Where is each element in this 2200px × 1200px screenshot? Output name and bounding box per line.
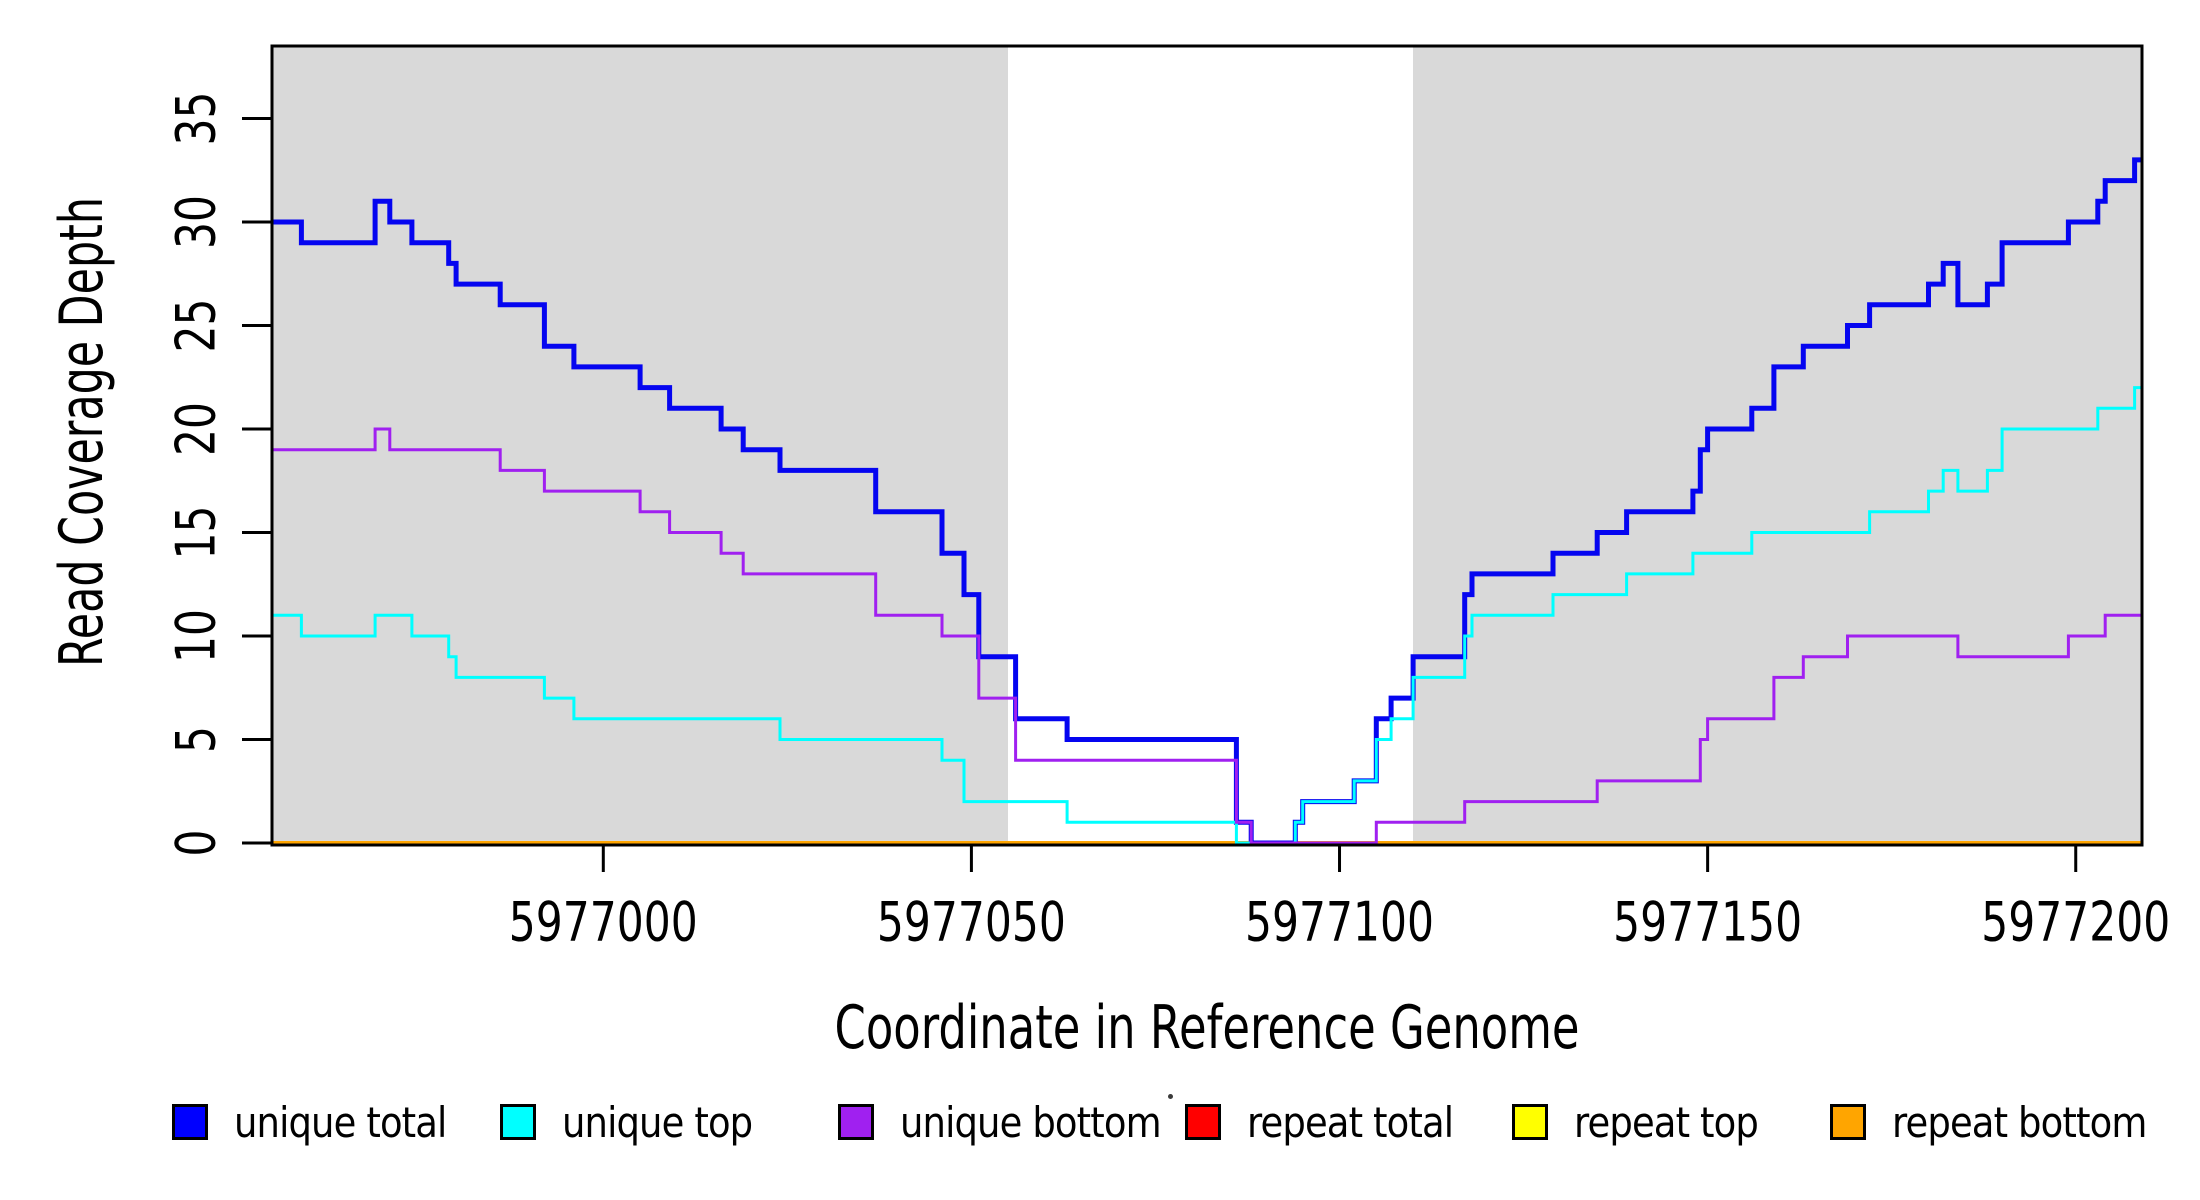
- x-tick-label: 5977100: [1245, 891, 1434, 954]
- legend-item-unique-top: unique top: [500, 1097, 778, 1147]
- y-tick-label: 10: [165, 609, 228, 663]
- legend-label: unique total: [234, 1097, 447, 1147]
- y-tick-label: 35: [165, 92, 228, 146]
- x-tick-label: 5977050: [877, 891, 1066, 954]
- legend-label: unique top: [562, 1097, 753, 1147]
- legend-swatch-repeat-top: [1512, 1104, 1548, 1140]
- legend-label: repeat bottom: [1892, 1097, 2147, 1147]
- legend-item-repeat-total: repeat total: [1185, 1097, 1481, 1147]
- coverage-plot: 5977000 5977050 5977100 5977150 5977200 0 5 10…: [47, 44, 2170, 1063]
- series-unique-bottom: [272, 427, 2142, 845]
- shaded-region: [272, 46, 1009, 845]
- y-axis-ticks: 0 5 10 15 20 25 30 35: [165, 92, 272, 857]
- y-tick-label: 15: [165, 506, 228, 560]
- stray-mark: [1168, 1094, 1173, 1099]
- legend-item-unique-bottom: unique bottom: [838, 1097, 1196, 1147]
- plot-border: [270, 44, 2144, 847]
- y-tick-label: 20: [165, 402, 228, 456]
- y-axis-title: Read Coverage Depth: [47, 197, 117, 667]
- series-unique-top: [272, 386, 2142, 845]
- y-tick-label: 30: [165, 195, 228, 249]
- legend-swatch-repeat-total: [1185, 1104, 1221, 1140]
- x-axis-title: Coordinate in Reference Genome: [835, 993, 1580, 1063]
- shaded-regions: [272, 46, 2142, 845]
- y-tick-label: 5: [165, 726, 228, 753]
- legend-item-repeat-top: repeat top: [1512, 1097, 1783, 1147]
- x-tick-label: 5977200: [1981, 891, 2170, 954]
- legend-swatch-repeat-bottom: [1830, 1104, 1866, 1140]
- legend-swatch-unique-bottom: [838, 1104, 874, 1140]
- y-tick-label: 25: [165, 299, 228, 353]
- legend-swatch-unique-total: [172, 1104, 208, 1140]
- legend-item-repeat-bottom: repeat bottom: [1830, 1097, 2181, 1147]
- legend: unique total unique top unique bottom re…: [0, 1097, 2200, 1160]
- shaded-region: [1413, 46, 2142, 845]
- y-tick-label: 0: [165, 830, 228, 857]
- x-tick-label: 5977150: [1613, 891, 1802, 954]
- legend-label: repeat top: [1574, 1097, 1759, 1147]
- legend-label: repeat total: [1247, 1097, 1454, 1147]
- legend-item-unique-total: unique total: [172, 1097, 475, 1147]
- legend-swatch-unique-top: [500, 1104, 536, 1140]
- legend-label: unique bottom: [900, 1097, 1162, 1147]
- x-axis-ticks: 5977000 5977050 5977100 5977150 5977200: [509, 845, 2170, 954]
- data-series: [272, 157, 2142, 846]
- x-tick-label: 5977000: [509, 891, 698, 954]
